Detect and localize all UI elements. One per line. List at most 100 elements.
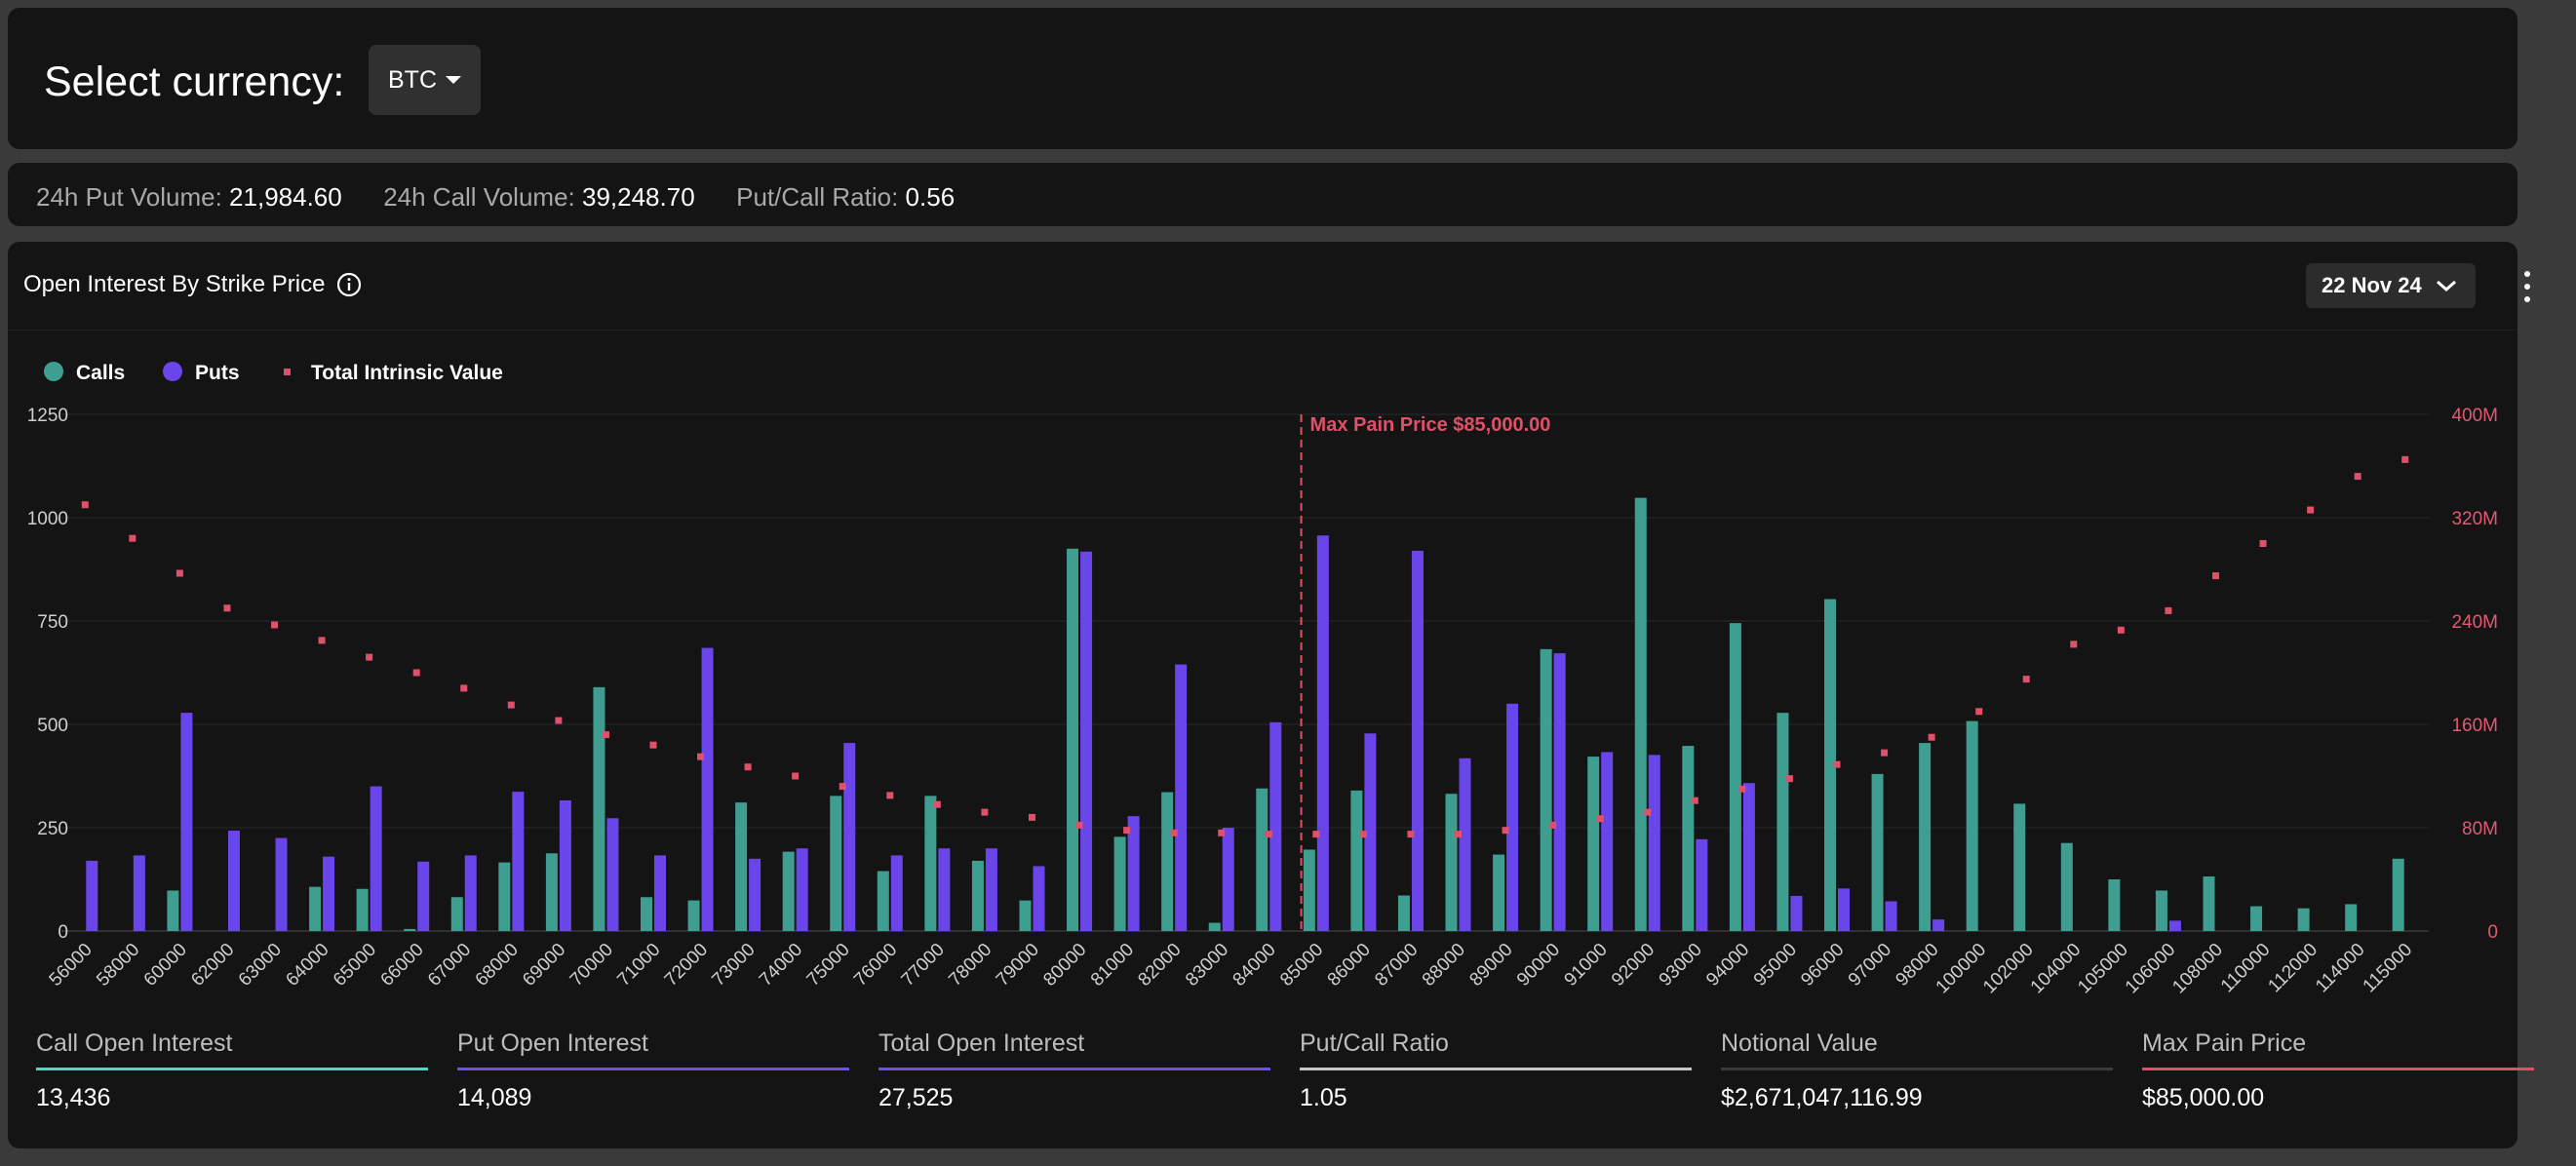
intrinsic-value-point[interactable] (1123, 827, 1131, 835)
intrinsic-value-point[interactable] (1975, 708, 1983, 716)
call-bar[interactable] (830, 796, 842, 931)
intrinsic-value-point[interactable] (1596, 815, 1604, 823)
call-bar[interactable] (2013, 803, 2026, 931)
intrinsic-value-point[interactable] (2211, 572, 2219, 580)
intrinsic-value-point[interactable] (2165, 606, 2172, 614)
put-bar[interactable] (370, 786, 382, 931)
put-bar[interactable] (938, 848, 951, 931)
put-bar[interactable] (1790, 895, 1803, 931)
call-bar[interactable] (735, 802, 748, 931)
call-bar[interactable] (2345, 904, 2358, 931)
call-bar[interactable] (167, 890, 179, 931)
put-bar[interactable] (1932, 919, 1945, 931)
call-bar[interactable] (1397, 895, 1410, 931)
intrinsic-value-point[interactable] (1644, 808, 1652, 816)
intrinsic-value-point[interactable] (744, 763, 752, 771)
intrinsic-value-point[interactable] (507, 701, 515, 709)
intrinsic-value-point[interactable] (81, 501, 89, 509)
intrinsic-value-point[interactable] (649, 741, 657, 749)
call-bar[interactable] (1350, 790, 1363, 931)
call-bar[interactable] (2203, 876, 2215, 931)
legend-intrinsic-label[interactable]: Total Intrinsic Value (311, 362, 503, 384)
intrinsic-value-point[interactable] (2022, 676, 2030, 683)
put-bar[interactable] (86, 860, 98, 931)
put-bar[interactable] (1648, 755, 1660, 931)
intrinsic-value-point[interactable] (1075, 821, 1083, 829)
intrinsic-value-point[interactable] (697, 753, 705, 760)
call-bar[interactable] (593, 686, 605, 931)
call-bar[interactable] (1587, 757, 1600, 931)
call-bar[interactable] (971, 860, 984, 931)
intrinsic-value-point[interactable] (1407, 831, 1415, 838)
call-bar[interactable] (782, 851, 795, 931)
intrinsic-value-point[interactable] (886, 792, 894, 799)
call-bar[interactable] (1729, 623, 1741, 931)
intrinsic-value-point[interactable] (1170, 829, 1178, 836)
info-icon[interactable] (335, 271, 363, 298)
intrinsic-value-point[interactable] (2307, 506, 2315, 514)
put-bar[interactable] (1033, 866, 1045, 931)
put-bar[interactable] (2168, 920, 2181, 931)
call-bar[interactable] (2297, 908, 2310, 931)
call-bar[interactable] (687, 900, 700, 931)
put-bar[interactable] (417, 861, 430, 931)
intrinsic-value-point[interactable] (1549, 821, 1557, 829)
call-bar[interactable] (1113, 836, 1126, 931)
call-bar[interactable] (1019, 900, 1032, 931)
call-bar[interactable] (1493, 854, 1505, 931)
intrinsic-value-point[interactable] (2117, 626, 2125, 634)
call-bar[interactable] (1540, 648, 1552, 931)
put-bar[interactable] (1080, 551, 1093, 931)
intrinsic-value-point[interactable] (129, 534, 137, 542)
put-bar[interactable] (180, 713, 193, 931)
intrinsic-value-point[interactable] (460, 684, 468, 692)
intrinsic-value-point[interactable] (2401, 455, 2409, 463)
call-bar[interactable] (545, 853, 558, 931)
call-bar[interactable] (356, 888, 369, 931)
call-bar[interactable] (2392, 858, 2404, 931)
legend-puts-label[interactable]: Puts (195, 362, 240, 384)
put-bar[interactable] (133, 855, 145, 931)
intrinsic-value-point[interactable] (412, 669, 420, 677)
intrinsic-value-point[interactable] (366, 653, 373, 661)
intrinsic-value-point[interactable] (2354, 473, 2361, 481)
call-bar[interactable] (1776, 713, 1789, 931)
call-bar[interactable] (877, 871, 889, 931)
intrinsic-value-point[interactable] (555, 717, 563, 724)
intrinsic-value-point[interactable] (839, 783, 846, 791)
put-bar[interactable] (1269, 721, 1282, 931)
call-bar[interactable] (641, 897, 652, 931)
call-bar[interactable] (1919, 743, 1932, 931)
put-bar[interactable] (1553, 653, 1566, 931)
put-bar[interactable] (1222, 828, 1234, 931)
intrinsic-value-point[interactable] (1881, 749, 1889, 757)
put-bar[interactable] (749, 858, 761, 931)
put-bar[interactable] (985, 848, 997, 931)
intrinsic-value-point[interactable] (1265, 831, 1272, 838)
intrinsic-value-point[interactable] (933, 800, 941, 808)
put-bar[interactable] (606, 818, 619, 931)
put-bar[interactable] (1175, 664, 1188, 931)
put-bar[interactable] (1838, 888, 1850, 931)
call-bar[interactable] (1161, 792, 1174, 931)
call-bar[interactable] (1682, 746, 1695, 931)
intrinsic-value-point[interactable] (1312, 831, 1320, 838)
put-bar[interactable] (654, 855, 666, 931)
legend-calls-label[interactable]: Calls (76, 362, 125, 384)
put-bar[interactable] (275, 837, 288, 931)
put-bar[interactable] (701, 647, 714, 931)
intrinsic-value-point[interactable] (1691, 797, 1698, 804)
call-bar[interactable] (1824, 599, 1836, 931)
intrinsic-value-point[interactable] (1218, 829, 1226, 836)
put-bar[interactable] (1601, 752, 1614, 931)
call-bar[interactable] (450, 897, 463, 931)
put-bar[interactable] (559, 800, 571, 931)
call-bar[interactable] (1871, 773, 1884, 931)
intrinsic-value-point[interactable] (981, 808, 989, 816)
put-bar[interactable] (227, 830, 240, 931)
put-bar[interactable] (1459, 758, 1471, 931)
call-bar[interactable] (2250, 906, 2263, 931)
put-bar[interactable] (1316, 535, 1329, 931)
put-bar[interactable] (1127, 816, 1140, 931)
put-bar[interactable] (843, 743, 856, 931)
